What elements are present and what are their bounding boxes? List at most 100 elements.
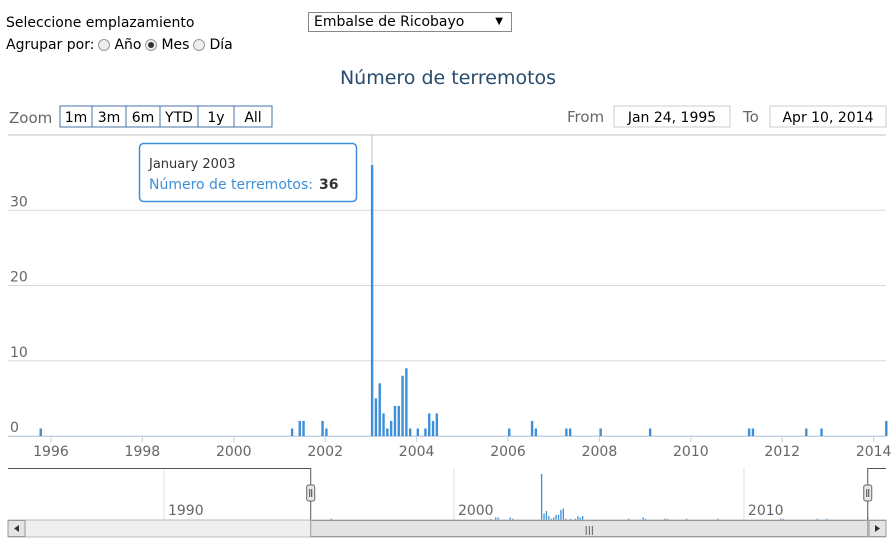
y-tick-label: 30 — [10, 194, 28, 210]
navigator-bar — [557, 514, 560, 520]
navigator-tick-label: 1990 — [168, 503, 204, 519]
navigator-bar — [550, 518, 552, 520]
navigator-tick-label: 2000 — [458, 503, 494, 519]
bar — [565, 428, 568, 436]
tooltip-box — [138, 142, 358, 203]
bar — [431, 420, 435, 436]
navigator-bar — [509, 517, 511, 520]
bar — [290, 428, 294, 436]
scrollbar-thumb[interactable] — [310, 520, 869, 537]
navigator-handle[interactable] — [863, 484, 873, 502]
navigator-bar — [562, 508, 564, 520]
navigator-bar — [717, 518, 719, 520]
bar — [39, 428, 42, 436]
dropdown-arrow: ▼ — [495, 16, 503, 27]
x-tick-label: 1998 — [125, 444, 161, 460]
group-row: Agrupar por: Año Mes Día — [6, 34, 233, 56]
navigator-bar — [782, 518, 784, 520]
bar — [435, 413, 439, 436]
navigator-bar — [574, 518, 577, 520]
x-tick-label: 2006 — [490, 444, 526, 460]
arrow-right — [875, 525, 880, 532]
navigator-bar — [627, 518, 630, 520]
navigator-bar — [780, 518, 782, 520]
navigator-bar — [511, 518, 514, 520]
navigator-bar — [495, 517, 497, 520]
from-input[interactable] — [613, 105, 731, 128]
navigator-bar — [579, 517, 581, 520]
group-label: Agrupar por: — [6, 37, 95, 53]
x-tick-label: 2002 — [307, 444, 343, 460]
to-input[interactable] — [769, 105, 887, 128]
chart-title: Número de terremotos — [340, 67, 556, 89]
scrollbar-grip: ||| — [585, 526, 594, 536]
radio-button[interactable] — [193, 39, 206, 51]
bar — [405, 368, 408, 436]
navigator-bar — [664, 518, 666, 520]
bar — [820, 428, 823, 436]
navigator-bar — [569, 518, 572, 520]
navigator-bar — [553, 517, 555, 520]
navigator-bar — [543, 513, 545, 520]
radio-button[interactable] — [145, 39, 158, 51]
tooltip-value: 36 — [319, 177, 338, 193]
tooltip-line: Número de terremotos: 36 — [149, 177, 338, 193]
bar — [747, 428, 751, 436]
to-label: To — [742, 108, 759, 126]
navigator-bar — [555, 514, 557, 520]
y-tick-label: 20 — [10, 270, 28, 286]
navigator-handle[interactable] — [306, 484, 316, 502]
bar — [805, 428, 808, 436]
site-select[interactable]: Embalse de Ricobayo ▼ — [308, 12, 512, 32]
from-value: Jan 24, 1995 — [627, 110, 716, 126]
bar — [416, 428, 420, 436]
navigator-bar — [826, 518, 828, 520]
bar — [401, 375, 404, 436]
zoom-button[interactable] — [233, 105, 273, 128]
bar — [885, 420, 888, 436]
from-label: From — [567, 108, 604, 126]
navigator-bar — [330, 518, 333, 520]
controls: Seleccione emplazamiento Embalse de Rico… — [6, 12, 512, 56]
bar — [568, 428, 572, 436]
bar — [599, 428, 602, 436]
bar — [397, 405, 400, 436]
navigator-bar — [497, 517, 499, 520]
radio-label: Día — [209, 37, 233, 53]
site-label: Seleccione emplazamiento — [6, 15, 195, 31]
zoom-button-label: 1y — [207, 110, 224, 126]
bar — [386, 428, 389, 436]
bar — [374, 398, 378, 436]
x-tick-label: 1996 — [33, 444, 69, 460]
bar — [389, 420, 393, 436]
x-tick-label: 2004 — [399, 444, 435, 460]
bar — [534, 428, 538, 436]
site-row: Seleccione emplazamiento Embalse de Rico… — [6, 12, 512, 34]
bar — [298, 420, 301, 436]
navigator-bar — [642, 517, 644, 520]
zoom-button-label: YTD — [164, 110, 193, 126]
bar — [648, 428, 652, 436]
navigator-bar — [490, 518, 492, 520]
zoom-button-label: 1m — [65, 110, 88, 126]
bar — [321, 420, 324, 436]
bar — [378, 383, 381, 436]
navigator-bar — [816, 518, 818, 520]
navigator-bar — [685, 518, 688, 520]
tooltip-label: Número de terremotos: — [149, 177, 313, 193]
radio-button[interactable] — [98, 39, 111, 51]
bar — [370, 165, 374, 436]
x-tick-label: 2008 — [582, 444, 618, 460]
radio-label: Año — [114, 37, 142, 53]
navigator-bar — [644, 518, 647, 520]
bar — [508, 428, 511, 436]
bar — [424, 428, 427, 436]
bar — [751, 428, 755, 436]
navigator-bar — [548, 516, 550, 520]
navigator-bar — [560, 509, 562, 520]
radio-label: Mes — [161, 37, 190, 53]
x-tick-label: 2012 — [764, 444, 800, 460]
bar — [408, 428, 412, 436]
